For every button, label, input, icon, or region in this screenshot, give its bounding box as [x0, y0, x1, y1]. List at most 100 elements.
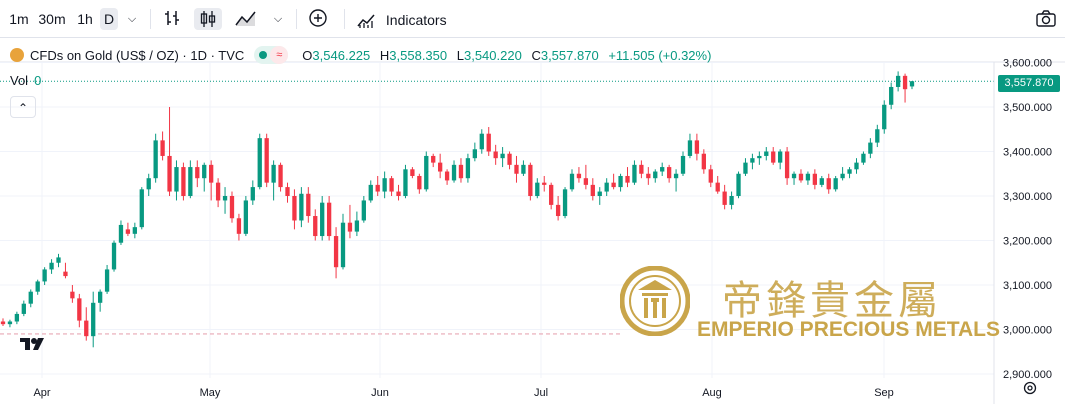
candle-body: [736, 173, 741, 196]
candle-body: [701, 153, 706, 170]
candle-body: [472, 149, 477, 159]
y-tick-label: 3,500.000: [1003, 102, 1052, 114]
current-price-tag: 3,557.870: [998, 75, 1060, 92]
candle-body: [354, 220, 360, 232]
emperio-logo-icon: [620, 266, 690, 336]
x-tick-label: Jul: [534, 387, 548, 399]
candle-body: [444, 171, 450, 181]
candle-body: [882, 104, 887, 130]
candle-body: [576, 173, 582, 179]
candle-body: [750, 158, 755, 163]
candle-body: [236, 218, 242, 234]
candle-body: [63, 271, 68, 277]
market-status-icon[interactable]: ≈: [254, 46, 289, 64]
y-tick-label: 3,200.000: [1003, 236, 1052, 248]
candle-body: [77, 298, 82, 321]
candle-body: [791, 173, 797, 179]
compare-plus-icon[interactable]: [306, 8, 330, 30]
interval-30m[interactable]: 30m: [38, 11, 66, 27]
candle-body: [757, 155, 762, 159]
chart-type-chevron-icon[interactable]: ⌵: [273, 13, 283, 25]
candle-body: [417, 175, 422, 190]
candle-body: [368, 184, 373, 201]
interval-1h[interactable]: 1h: [77, 11, 93, 27]
camera-icon[interactable]: [1035, 9, 1057, 34]
candle-body: [528, 164, 533, 196]
candle-body: [153, 140, 158, 179]
candlestick-chart-icon[interactable]: [194, 8, 222, 30]
candle-body: [28, 291, 33, 304]
candle-body: [250, 187, 255, 201]
interval-1m[interactable]: 1m: [9, 11, 29, 27]
candle-body: [583, 178, 589, 185]
low-value: 3,540.220: [463, 47, 522, 63]
candle-body: [431, 155, 436, 163]
candle-body: [285, 187, 290, 196]
collapse-legend-button[interactable]: ⌃: [10, 96, 36, 118]
candle-body: [500, 153, 505, 159]
candle-body: [299, 193, 304, 221]
candle-body: [666, 167, 672, 179]
candle-body: [229, 196, 235, 219]
top-toolbar: 1m 30m 1h D ⌵ ⌵ Indicators: [0, 0, 1065, 38]
candle-body: [21, 303, 26, 314]
candle-body: [389, 178, 394, 192]
x-tick-label: Jun: [371, 387, 389, 399]
candle-body: [396, 191, 401, 196]
candle-body: [257, 138, 262, 188]
chart-legend: CFDs on Gold (US$ / OZ) · 1D · TVC ≈ O3,…: [10, 44, 711, 66]
candle-body: [673, 173, 679, 179]
low-label: L: [456, 47, 464, 63]
indicators-label: Indicators: [385, 12, 447, 29]
symbol-title[interactable]: CFDs on Gold (US$ / OZ) · 1D · TVC: [30, 47, 245, 63]
open-value: 3,546.225: [312, 47, 371, 63]
candle-body: [687, 140, 693, 156]
toolbar-separator: [296, 9, 297, 29]
candle-body: [292, 196, 297, 221]
candle-body: [826, 178, 831, 190]
candle-body: [7, 321, 13, 325]
candle-body: [174, 167, 179, 192]
candle-body: [895, 75, 901, 87]
candle-body: [562, 189, 568, 217]
candle-body: [569, 173, 575, 190]
candle-body: [125, 229, 131, 234]
candle-body: [70, 291, 75, 299]
candle-body: [632, 164, 637, 183]
candle-body: [812, 173, 818, 185]
candle-body: [132, 227, 137, 234]
interval-1d[interactable]: D: [100, 8, 118, 30]
candle-body: [278, 164, 283, 188]
watermark-chinese-text: 帝鋒貴金屬: [722, 278, 942, 324]
bar-chart-icon[interactable]: [160, 8, 184, 30]
candle-body: [542, 182, 547, 185]
watermark-english-text: EMPERIO PRECIOUS METALS: [697, 318, 1000, 341]
candle-body: [486, 133, 491, 152]
y-tick-label: 3,000.000: [1003, 325, 1052, 337]
candle-body: [215, 182, 221, 201]
candle-body: [653, 171, 658, 179]
candle-body: [771, 151, 776, 163]
candle-body: [694, 140, 700, 154]
candle-body: [618, 175, 623, 188]
candle-body: [84, 320, 89, 337]
candle-body: [146, 178, 151, 190]
candle-body: [188, 167, 193, 196]
candle-body: [646, 173, 651, 179]
settings-gear-icon[interactable]: [1022, 380, 1038, 401]
candle-body: [778, 151, 783, 163]
indicators-button[interactable]: Indicators: [356, 8, 456, 30]
close-label: C: [531, 47, 541, 63]
volume-label: Vol: [10, 73, 29, 88]
candle-body: [202, 164, 207, 179]
area-chart-icon[interactable]: [232, 8, 260, 30]
candle-body: [743, 162, 748, 174]
candle-body: [805, 173, 811, 181]
interval-dropdown-chevron-icon[interactable]: ⌵: [127, 13, 137, 25]
candle-body: [604, 182, 609, 192]
candle-body: [361, 200, 366, 221]
y-axis: 3,600.000 3,500.000 3,400.000 3,300.000 3,20…: [993, 58, 1052, 404]
candle-body: [729, 196, 734, 205]
tradingview-logo-icon[interactable]: [18, 334, 48, 354]
